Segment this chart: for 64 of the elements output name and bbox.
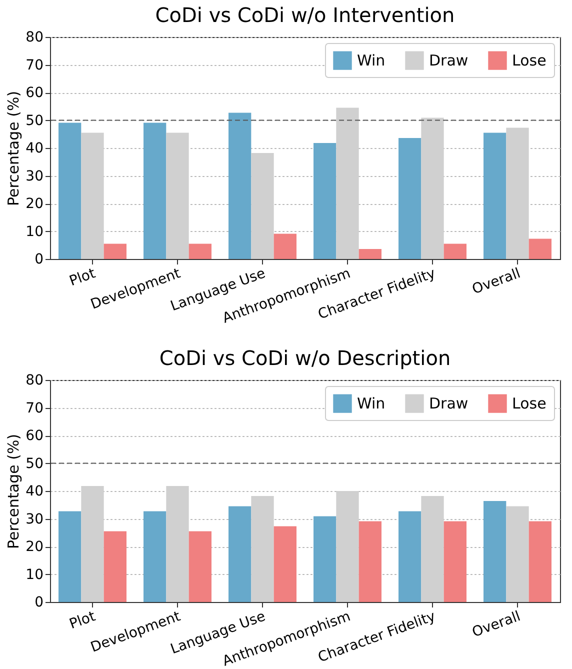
y-tick-label: 60 bbox=[26, 85, 44, 101]
y-axis-title: Percentage (%) bbox=[4, 90, 23, 206]
bar bbox=[104, 244, 126, 259]
bar bbox=[251, 496, 274, 602]
bar bbox=[528, 521, 552, 602]
legend-label: Win bbox=[357, 52, 386, 70]
y-tick-label: 40 bbox=[26, 484, 44, 500]
bar bbox=[274, 526, 296, 602]
y-tick-label: 0 bbox=[34, 594, 44, 610]
bar bbox=[251, 152, 274, 259]
bar bbox=[314, 143, 336, 259]
y-tick-label: 30 bbox=[26, 168, 44, 184]
bar bbox=[506, 506, 529, 602]
y-tick-label: 60 bbox=[26, 428, 44, 444]
y-tick-label: 50 bbox=[26, 112, 44, 129]
bar bbox=[188, 244, 212, 259]
bar bbox=[336, 491, 359, 602]
bar bbox=[484, 500, 506, 602]
y-tick-label: 70 bbox=[26, 400, 44, 416]
y-tick-label: 30 bbox=[26, 511, 44, 528]
y-tick-label: 70 bbox=[26, 57, 44, 74]
bar bbox=[398, 138, 422, 259]
y-tick-label: 10 bbox=[26, 566, 44, 583]
legend-label: Draw bbox=[429, 52, 468, 70]
chart-title: CoDi vs CoDi w/o Description bbox=[159, 346, 451, 370]
y-tick-label: 50 bbox=[26, 456, 44, 472]
y-axis-title: Percentage (%) bbox=[4, 434, 23, 550]
legend-label: Draw bbox=[429, 394, 468, 413]
y-tick-label: 0 bbox=[34, 252, 44, 268]
y-tick-label: 80 bbox=[26, 372, 44, 388]
legend-label: Win bbox=[357, 394, 386, 413]
y-tick-label: 20 bbox=[26, 196, 44, 212]
bar bbox=[81, 132, 104, 259]
bar bbox=[506, 128, 529, 259]
y-tick-label: 20 bbox=[26, 539, 44, 555]
y-tick-label: 10 bbox=[26, 224, 44, 240]
bar bbox=[398, 511, 422, 602]
bar bbox=[58, 122, 82, 259]
legend-label: Lose bbox=[512, 52, 546, 70]
bar bbox=[444, 521, 466, 602]
bar bbox=[166, 132, 189, 259]
y-tick-label: 80 bbox=[26, 30, 44, 46]
legend-label: Lose bbox=[512, 394, 546, 413]
bar bbox=[421, 496, 444, 602]
bar bbox=[421, 118, 444, 259]
bar bbox=[58, 511, 82, 602]
bar bbox=[484, 132, 506, 259]
chart-title: CoDi vs CoDi w/o Intervention bbox=[155, 3, 455, 27]
bar bbox=[358, 521, 382, 602]
bar bbox=[104, 531, 126, 602]
bar bbox=[314, 516, 336, 602]
bar bbox=[444, 244, 466, 259]
bar bbox=[144, 511, 166, 602]
bar bbox=[228, 112, 252, 259]
bar bbox=[81, 486, 104, 602]
y-tick-label: 40 bbox=[26, 140, 44, 156]
bar bbox=[528, 238, 552, 259]
bar bbox=[228, 506, 252, 602]
bar bbox=[336, 108, 359, 259]
bar bbox=[144, 122, 166, 259]
bar bbox=[274, 234, 296, 259]
bar bbox=[358, 249, 382, 259]
bar bbox=[188, 531, 212, 602]
bar bbox=[166, 486, 189, 602]
